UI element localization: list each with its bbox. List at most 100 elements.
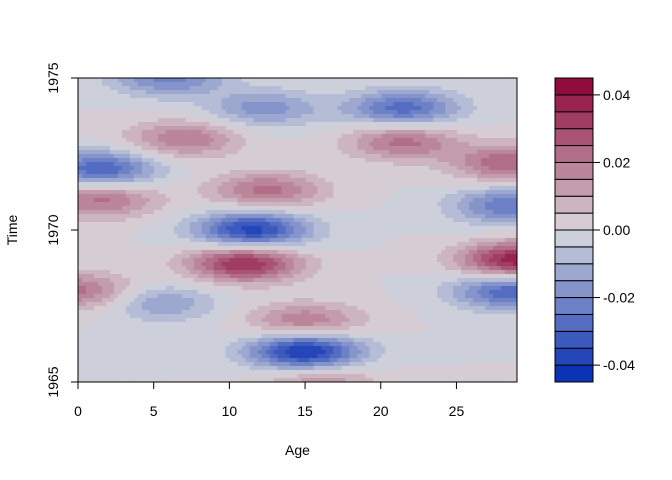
contour-cell	[289, 138, 295, 143]
contour-cell	[161, 126, 167, 131]
contour-cell	[441, 182, 446, 187]
contour-cell	[201, 90, 207, 95]
contour-cell	[413, 178, 418, 183]
contour-cell	[401, 246, 406, 251]
contour-cell	[225, 122, 231, 127]
contour-cell	[145, 130, 151, 135]
contour-cell	[509, 190, 514, 195]
contour-cell	[501, 90, 506, 95]
contour-cell	[81, 114, 87, 119]
contour-cell	[437, 146, 442, 151]
contour-cell	[317, 230, 323, 235]
contour-cell	[453, 190, 458, 195]
contour-cell	[185, 102, 191, 107]
contour-cell	[457, 94, 462, 99]
contour-cell	[321, 238, 327, 243]
contour-cell	[129, 86, 135, 91]
contour-cell	[265, 186, 271, 191]
contour-cell	[165, 242, 171, 247]
contour-cell	[265, 214, 271, 219]
contour-cell	[289, 118, 295, 123]
contour-cell	[309, 102, 315, 107]
contour-cell	[313, 98, 319, 103]
contour-cell	[305, 198, 311, 203]
contour-cell	[261, 226, 267, 231]
contour-cell	[213, 146, 219, 151]
contour-cell	[393, 98, 398, 103]
contour-cell	[457, 222, 462, 227]
contour-cell	[169, 222, 175, 227]
contour-cell	[433, 138, 438, 143]
contour-cell	[493, 130, 498, 135]
contour-cell	[237, 126, 243, 131]
contour-cell	[145, 158, 151, 163]
contour-cell	[293, 186, 299, 191]
contour-cell	[265, 242, 271, 247]
contour-cell	[465, 138, 470, 143]
contour-cell	[285, 222, 291, 227]
contour-cell	[133, 82, 139, 87]
contour-cell	[169, 230, 175, 235]
contour-cell	[181, 134, 187, 139]
contour-cell	[201, 246, 207, 251]
contour-cell	[357, 142, 362, 147]
contour-cell	[325, 142, 331, 147]
contour-cell	[233, 82, 239, 87]
contour-cell	[473, 138, 478, 143]
contour-cell	[453, 114, 458, 119]
contour-cell	[97, 206, 103, 211]
contour-cell	[141, 230, 147, 235]
contour-cell	[85, 142, 91, 147]
contour-cell	[477, 150, 482, 155]
contour-cell	[341, 170, 346, 175]
contour-cell	[273, 166, 279, 171]
contour-cell	[401, 82, 406, 87]
contour-cell	[209, 86, 215, 91]
contour-cell	[257, 210, 263, 215]
contour-cell	[413, 90, 418, 95]
contour-cell	[101, 214, 107, 219]
contour-cell	[333, 254, 339, 259]
contour-cell	[337, 150, 342, 155]
contour-cell	[481, 158, 486, 163]
contour-cell	[305, 250, 311, 255]
contour-cell	[429, 234, 434, 239]
contour-cell	[493, 122, 498, 127]
contour-cell	[501, 158, 506, 163]
contour-cell	[333, 170, 339, 175]
contour-cell	[197, 246, 203, 251]
contour-cell	[181, 110, 187, 115]
contour-cell	[121, 86, 127, 91]
contour-cell	[273, 158, 279, 163]
contour-cell	[457, 218, 462, 223]
contour-cell	[421, 206, 426, 211]
contour-cell	[513, 142, 517, 147]
contour-cell	[265, 234, 271, 239]
contour-cell	[389, 126, 394, 131]
contour-cell	[321, 90, 327, 95]
contour-cell	[361, 198, 366, 203]
contour-cell	[477, 114, 482, 119]
contour-cell	[397, 170, 402, 175]
contour-cell	[445, 246, 450, 251]
contour-cell	[125, 178, 131, 183]
contour-cell	[437, 102, 442, 107]
contour-cell	[449, 250, 454, 255]
contour-cell	[197, 238, 203, 243]
contour-cell	[277, 174, 283, 179]
contour-cell	[141, 106, 147, 111]
contour-cell	[85, 210, 91, 215]
contour-cell	[449, 202, 454, 207]
contour-cell	[317, 102, 323, 107]
contour-cell	[197, 78, 203, 83]
contour-cell	[169, 114, 175, 119]
contour-cell	[153, 150, 159, 155]
contour-cell	[133, 250, 139, 255]
contour-cell	[137, 138, 143, 143]
contour-cell	[457, 118, 462, 123]
contour-cell	[157, 226, 163, 231]
contour-cell	[245, 78, 251, 83]
contour-cell	[309, 214, 315, 219]
contour-cell	[381, 114, 386, 119]
contour-cell	[245, 234, 251, 239]
